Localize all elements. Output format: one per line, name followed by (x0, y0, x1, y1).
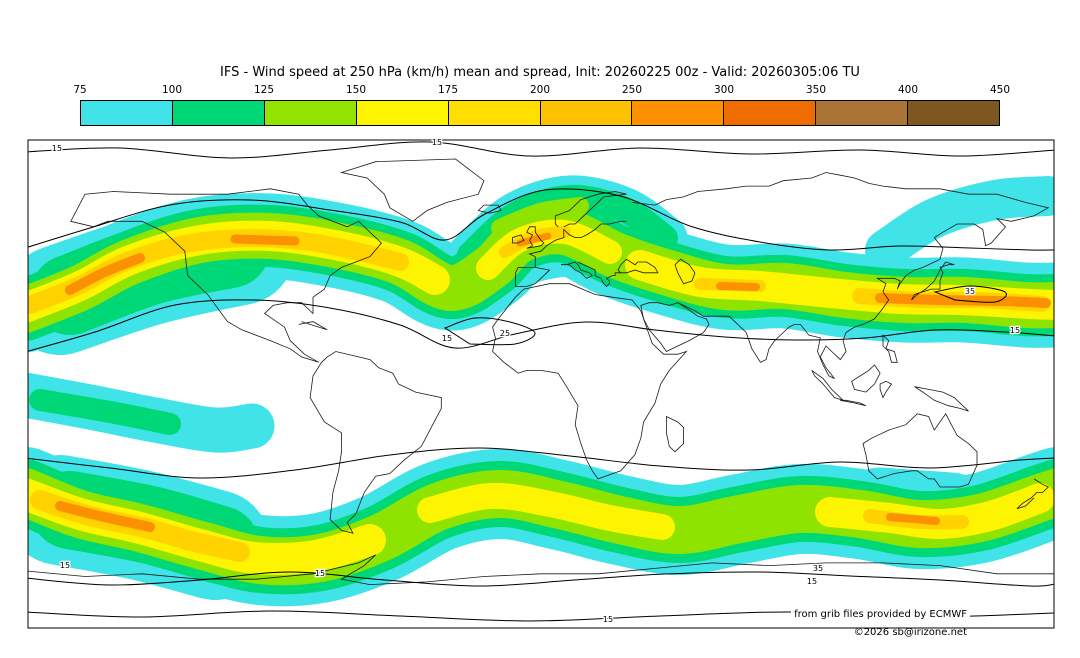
coastline (515, 267, 551, 287)
map-frame (27, 139, 1055, 629)
colorbar-tick-450: 450 (989, 84, 1011, 96)
colorbar-segment-9 (907, 101, 1000, 125)
spread-contour (28, 571, 1054, 587)
coastlines-layer (28, 158, 1054, 586)
colorbar-segment-7 (723, 101, 816, 125)
wind-band-orange (516, 232, 552, 247)
spread-contours-layer (28, 141, 1054, 622)
coastline (640, 302, 710, 353)
spread-contour-label-15: 15 (1010, 326, 1020, 335)
colorbar-tick-400: 400 (897, 84, 919, 96)
spread-contour (28, 188, 1054, 251)
coastline (632, 172, 1050, 379)
coastline (70, 188, 382, 363)
spread-contour-label-15: 15 (442, 334, 452, 343)
coastline (840, 399, 867, 407)
spread-contour (933, 285, 1007, 303)
spread-contour (28, 299, 1054, 352)
wind-speed-bands-layer (28, 175, 1054, 607)
copyright-note: ©2026 sb@irizone.net (853, 627, 967, 638)
coastline (911, 261, 955, 301)
coastline (617, 258, 659, 274)
colorbar-tick-75: 75 (73, 84, 87, 96)
coastline (492, 283, 688, 480)
coastline (298, 321, 328, 331)
coastline (561, 261, 593, 279)
coastline (309, 351, 442, 534)
wind-band-green (29, 389, 181, 435)
spread-contour-label-15: 15 (52, 144, 62, 153)
coastline (811, 370, 844, 401)
coastline (882, 334, 898, 363)
coastline (528, 220, 627, 268)
spread-contour-label-35: 35 (965, 287, 975, 296)
coastline (554, 191, 627, 228)
coastline (526, 226, 545, 249)
colorbar-segment-5 (539, 101, 632, 125)
colorbar-tick-150: 150 (345, 84, 367, 96)
colorbar-segment-2 (263, 101, 356, 125)
coastline (674, 258, 696, 285)
colorbar-tick-300: 300 (713, 84, 735, 96)
spread-contour-label-25: 25 (500, 329, 510, 338)
colorbar-segment-6 (631, 101, 724, 125)
coastline (577, 261, 621, 287)
wind-band-yellow (417, 482, 675, 540)
spread-contour (443, 317, 536, 346)
wind-band-cyan (865, 176, 1054, 270)
colorbar-tick-250: 250 (621, 84, 643, 96)
wind-band-chart (491, 197, 589, 237)
colorbar-segment-3 (355, 101, 448, 125)
coastline (862, 413, 978, 488)
spread-contour (28, 141, 1054, 159)
coastline (339, 158, 485, 222)
colorbar-tick-labels: 75 100 125 150 175 200 250 300 350 400 450 (73, 84, 1010, 97)
data-source-note: from grib files provided by ECMWF (791, 609, 970, 620)
colorbar-tick-125: 125 (253, 84, 275, 96)
chart-title: IFS - Wind speed at 250 hPa (km/h) mean … (220, 65, 860, 80)
colorbar-segment-4 (447, 101, 540, 125)
colorbar-segment-8 (815, 101, 908, 125)
spread-contour-label-15: 15 (60, 561, 70, 570)
colorbar (80, 100, 1000, 126)
wind-band-orange (886, 513, 940, 525)
colorbar-segment-1 (171, 101, 264, 125)
wind-band-orange (716, 282, 760, 291)
colorbar-tick-350: 350 (805, 84, 827, 96)
coastline (914, 386, 969, 412)
coastline (666, 415, 684, 453)
spread-contour-label-15: 15 (432, 138, 442, 147)
wind-band-orange (55, 501, 155, 532)
spread-contour-label-35: 35 (813, 564, 823, 573)
wind-band-orange (230, 234, 300, 246)
coastline (1016, 478, 1049, 510)
wind-band-orange (65, 253, 145, 295)
contour-labels-layer: 15 15 15 25 35 15 15 15 35 15 15 (51, 137, 1022, 626)
coastline (28, 554, 1054, 586)
colorbar-tick-175: 175 (437, 84, 459, 96)
coastline (512, 234, 525, 244)
wind-band-orange (875, 293, 1051, 308)
spread-contour-label-15: 15 (315, 569, 325, 578)
colorbar-tick-200: 200 (529, 84, 551, 96)
coastline (879, 380, 893, 399)
colorbar-tick-100: 100 (161, 84, 183, 96)
spread-contour-label-15: 15 (807, 577, 817, 586)
coastline (851, 364, 881, 393)
spread-contour-label-15: 15 (603, 615, 613, 624)
spread-contour (28, 447, 1054, 479)
colorbar-segment-0 (81, 101, 172, 125)
